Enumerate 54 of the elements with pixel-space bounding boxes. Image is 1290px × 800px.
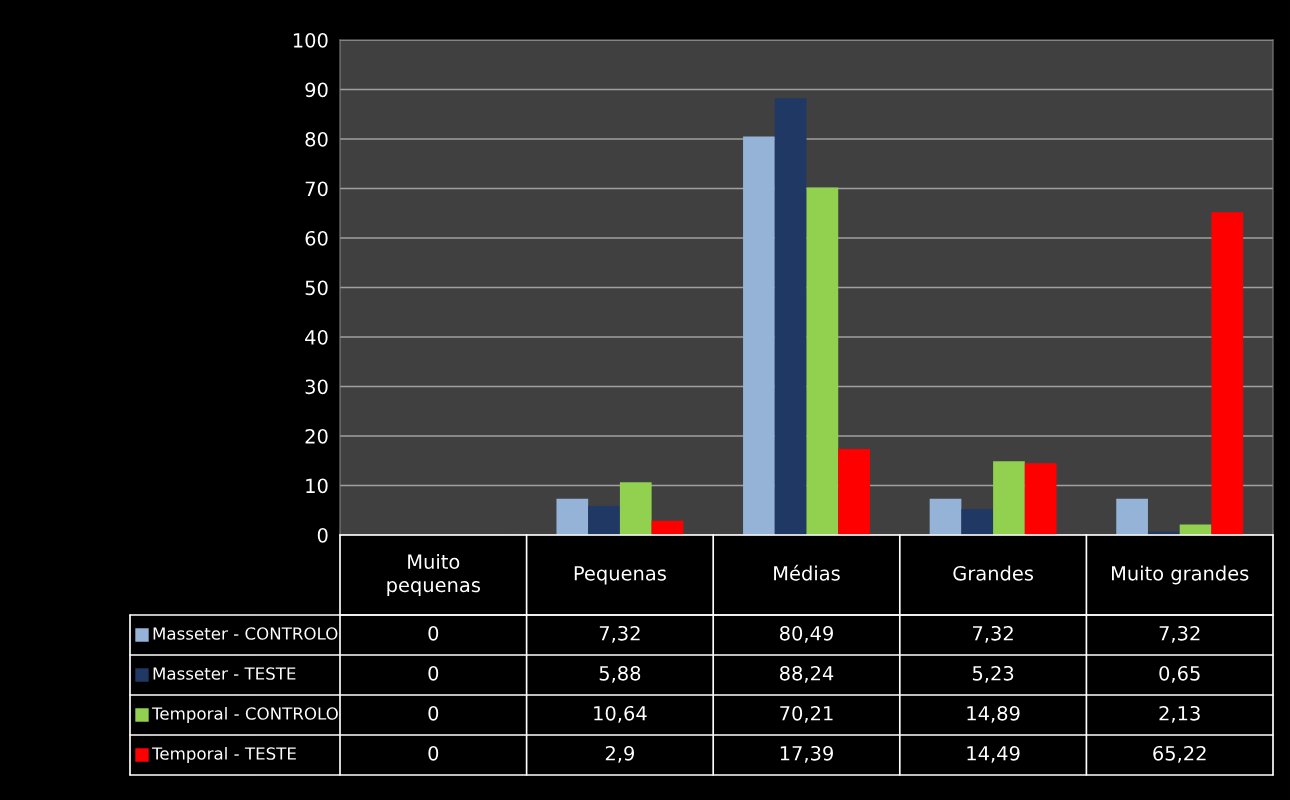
data-label: 0 — [428, 705, 439, 721]
data-label: 2,13 — [1159, 705, 1200, 723]
data-label: 7,32 — [973, 625, 1013, 643]
data-label: 14,89 — [967, 705, 1020, 723]
y-tick-label: 30 — [305, 379, 328, 395]
bar — [1179, 524, 1212, 535]
data-label: 2,9 — [605, 745, 634, 763]
x-tick-label: Muito pequenas — [387, 553, 480, 597]
data-label: 70,21 — [780, 705, 833, 723]
y-tick-label: 20 — [305, 428, 328, 444]
bar — [774, 98, 807, 535]
bar — [1211, 212, 1244, 535]
y-tick-label: 60 — [305, 230, 328, 246]
data-label: 7,32 — [1159, 625, 1200, 643]
bar — [1024, 463, 1057, 535]
data-label: 65,22 — [1153, 745, 1206, 763]
bar — [961, 509, 994, 535]
y-tick-label: 80 — [305, 131, 328, 147]
data-label: 10,64 — [594, 705, 647, 723]
bar — [743, 136, 775, 535]
data-label: 0 — [428, 745, 439, 761]
legend-label: Temporal - TESTE — [151, 746, 296, 764]
y-tick-label: 100 — [293, 32, 328, 48]
legend-label: Masseter - TESTE — [153, 667, 296, 680]
bar — [838, 448, 870, 535]
bar — [556, 498, 589, 535]
data-label: 88,24 — [779, 665, 834, 683]
bar — [588, 505, 620, 535]
bar — [806, 187, 839, 535]
y-tick-label: 40 — [305, 329, 328, 345]
legend-label: Masseter - CONTROLO — [153, 627, 338, 640]
bar — [993, 461, 1025, 535]
legend-label: Temporal - CONTROLO — [151, 706, 338, 724]
data-label: 0 — [428, 665, 439, 681]
y-tick-label: 90 — [305, 82, 328, 98]
data-label: 14,49 — [967, 745, 1020, 763]
y-tick-label: 0 — [317, 527, 328, 543]
y-tick-label: 10 — [306, 478, 328, 494]
data-label: 80,49 — [779, 625, 833, 643]
bar — [1116, 498, 1148, 535]
data-label: 0 — [428, 625, 439, 641]
data-label: 5,88 — [599, 665, 641, 683]
data-label: 5,23 — [972, 665, 1014, 683]
x-tick-label: Muito grandes — [1112, 565, 1249, 585]
bar — [619, 482, 652, 535]
bar — [929, 498, 962, 535]
y-tick-label: 50 — [305, 280, 328, 296]
data-label: 7,32 — [599, 625, 640, 643]
x-tick-label: Médias — [774, 564, 840, 581]
y-tick-label: 70 — [305, 181, 328, 197]
data-label: 0,65 — [1159, 665, 1200, 683]
x-tick-label: Grandes — [953, 565, 1034, 581]
x-tick-label: Pequenas — [574, 566, 666, 585]
data-label: 17,39 — [780, 745, 833, 763]
